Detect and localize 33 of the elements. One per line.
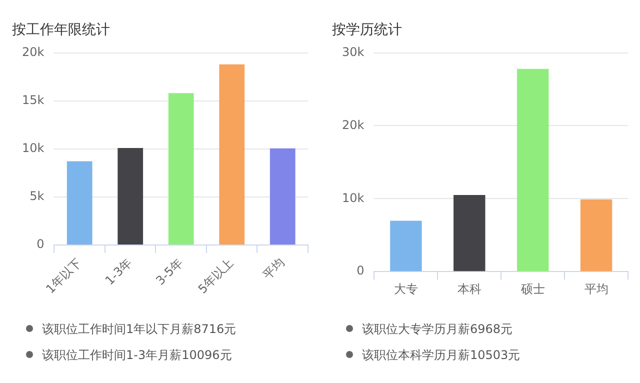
bar bbox=[454, 195, 486, 272]
bar bbox=[516, 68, 549, 272]
y-tick-label: 10k bbox=[342, 190, 364, 205]
x-tick-label: 5年以上 bbox=[195, 255, 236, 296]
y-tick-label: 0 bbox=[36, 237, 44, 252]
y-tick-label: 20k bbox=[22, 44, 44, 59]
x-tick-label: 平均 bbox=[260, 255, 287, 282]
text: 该职位工作时间1-3年月薪10096元 bbox=[41, 347, 233, 364]
y-tick-label: 20k bbox=[342, 118, 364, 132]
text: 该职位工作时间1年以下月薪8716元 bbox=[41, 321, 236, 338]
x-tick-label: 本科 bbox=[457, 282, 482, 296]
text: 该职位本科学历月薪10503元 bbox=[361, 347, 520, 364]
x-tick-label: 平均 bbox=[584, 282, 608, 296]
bar bbox=[390, 220, 422, 272]
text: 该职位大专学历月薪6968元 bbox=[361, 321, 514, 338]
bar bbox=[118, 148, 144, 244]
x-tick-label: 1年以下 bbox=[43, 255, 84, 296]
y-tick-label: 0 bbox=[356, 264, 364, 278]
chart-title: 按工作年限统计 bbox=[12, 22, 110, 38]
x-tick-label: 大专 bbox=[394, 282, 418, 296]
y-tick-label: 5k bbox=[30, 189, 44, 204]
y-tick-label: 15k bbox=[22, 92, 44, 107]
bar bbox=[66, 161, 92, 244]
y-tick-label: 10k bbox=[22, 141, 44, 156]
chart-title: 按学历统计 bbox=[332, 22, 402, 38]
x-tick-label: 3-5年 bbox=[153, 255, 186, 288]
bar bbox=[270, 148, 296, 244]
x-tick-label: 硕士 bbox=[520, 282, 545, 296]
y-tick-label: 30k bbox=[342, 44, 364, 59]
x-tick-label: 1-3年 bbox=[102, 255, 135, 288]
bar bbox=[168, 93, 194, 244]
bar bbox=[580, 199, 612, 272]
bar bbox=[219, 64, 245, 244]
